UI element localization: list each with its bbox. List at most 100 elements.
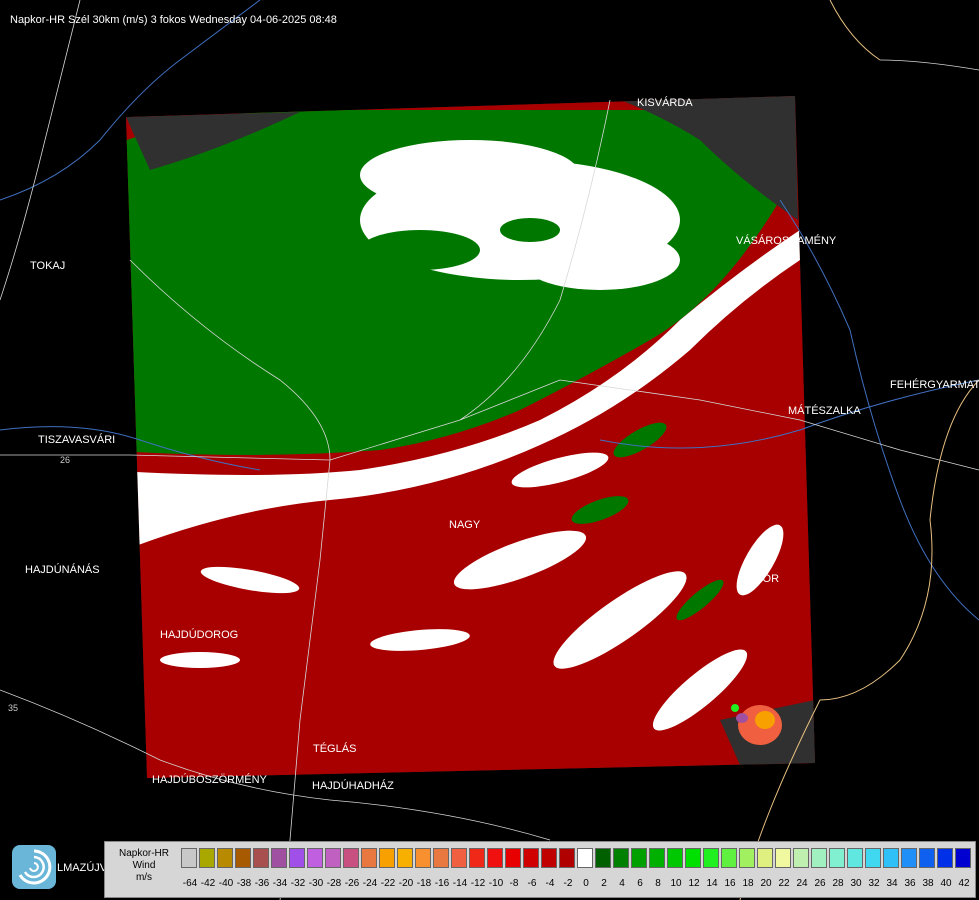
legend-swatch <box>559 848 575 868</box>
legend-tick-label: -40 <box>218 878 234 889</box>
city-label-fehergyarmat: FEHÉRGYARMAT <box>890 379 979 391</box>
legend-swatch <box>703 848 719 868</box>
legend-tick-label: -22 <box>380 878 396 889</box>
legend-swatch <box>865 848 881 868</box>
road-number-35: 35 <box>8 703 19 713</box>
road-number-26: 26 <box>60 455 71 465</box>
legend-tick-label: 0 <box>583 878 589 889</box>
legend-tick-label: -10 <box>488 878 504 889</box>
city-label-mateszalka: MÁTÉSZALKA <box>788 405 861 417</box>
legend-swatch <box>433 848 449 868</box>
legend-swatch <box>793 848 809 868</box>
legend-swatch <box>451 848 467 868</box>
legend-swatch <box>505 848 521 868</box>
legend-tick-label: 26 <box>814 878 826 889</box>
legend-tick-label: -34 <box>272 878 288 889</box>
legend-tick-label: -26 <box>344 878 360 889</box>
legend-swatch <box>937 848 953 868</box>
legend-swatch <box>775 848 791 868</box>
city-label-hajduboszormeny: HAJDÚBÖSZÖRMÉNY <box>152 774 267 786</box>
legend-swatch <box>217 848 233 868</box>
legend-tick-label: -4 <box>545 878 555 889</box>
legend-tick-label: 14 <box>706 878 718 889</box>
legend-swatch <box>415 848 431 868</box>
legend-swatch <box>613 848 629 868</box>
legend-swatch <box>271 848 287 868</box>
legend-tick-label: 38 <box>922 878 934 889</box>
legend-tick-label: -38 <box>236 878 252 889</box>
legend-tick-label: -20 <box>398 878 414 889</box>
city-label-tokaj: TOKAJ <box>30 260 66 272</box>
legend-tick-label: 6 <box>637 878 643 889</box>
legend-tick-label: 8 <box>655 878 661 889</box>
rivers <box>0 0 979 621</box>
legend-swatch <box>883 848 899 868</box>
legend-tick-label: 18 <box>742 878 754 889</box>
legend-swatch <box>919 848 935 868</box>
legend-swatch <box>469 848 485 868</box>
legend-tick-label: -42 <box>200 878 216 889</box>
legend-label-line1: Napkor-HR <box>118 848 169 859</box>
legend-tick-label: -30 <box>308 878 324 889</box>
legend-tick-label: 2 <box>601 878 607 889</box>
legend-tick-label: 4 <box>619 878 625 889</box>
legend-swatch <box>685 848 701 868</box>
city-label-hajduhadhaz: HAJDÚHADHÁZ <box>312 780 394 792</box>
legend-tick-label: 42 <box>958 878 970 889</box>
legend-swatch <box>199 848 215 868</box>
legend-swatch <box>487 848 503 868</box>
legend-label: Napkor-HR Wind m/s <box>109 848 179 884</box>
legend-tick-label: 36 <box>904 878 916 889</box>
legend-swatch <box>757 848 773 868</box>
legend-swatch <box>577 848 593 868</box>
legend-swatch <box>739 848 755 868</box>
legend-swatch <box>955 848 971 868</box>
legend-tick-label: 16 <box>724 878 736 889</box>
legend-label-line2: Wind <box>132 860 156 871</box>
legend-tick-label: 22 <box>778 878 790 889</box>
legend-swatch <box>595 848 611 868</box>
map-title: Napkor-HR Szél 30km (m/s) 3 fokos Wednes… <box>10 14 337 26</box>
legend-swatch <box>307 848 323 868</box>
legend-swatch <box>361 848 377 868</box>
city-label-hajdudorog: HAJDÚDOROG <box>160 629 239 641</box>
legend-tick-label: -36 <box>254 878 270 889</box>
city-label-hajdunanas: HAJDÚNÁNÁS <box>25 564 100 576</box>
legend-tick-label: -16 <box>434 878 450 889</box>
legend-tick-label: -64 <box>182 878 198 889</box>
legend-swatch <box>325 848 341 868</box>
legend-swatch <box>901 848 917 868</box>
legend-swatch <box>397 848 413 868</box>
radar-coverage <box>126 96 815 778</box>
legend-swatch <box>631 848 647 868</box>
color-legend: Napkor-HR Wind m/s -64 -42 -40 -38 -36 -34 -32… <box>104 841 976 898</box>
city-label-tiszavasvari: TISZAVASVÁRI <box>38 434 116 446</box>
legend-tick-label: 12 <box>688 878 700 889</box>
legend-tick-label: -2 <box>563 878 573 889</box>
legend-swatch <box>649 848 665 868</box>
legend-swatch <box>667 848 683 868</box>
legend-tick-label: 28 <box>832 878 844 889</box>
legend-tick-label: -8 <box>509 878 519 889</box>
legend-swatch <box>811 848 827 868</box>
legend-swatch <box>343 848 359 868</box>
legend-tick-label: -24 <box>362 878 378 889</box>
legend-ticks: -64 -42 -40 -38 -36 -34 -32 -30 -28 -26 -24 -22 -20-… <box>181 878 973 892</box>
legend-tick-label: -14 <box>452 878 468 889</box>
legend-tick-label: 24 <box>796 878 808 889</box>
city-label-nyirbator: TOR <box>756 573 780 585</box>
city-label-teglas: TÉGLÁS <box>313 743 357 755</box>
legend-tick-label: 30 <box>850 878 862 889</box>
legend-tick-label: 34 <box>886 878 898 889</box>
legend-swatch <box>181 848 197 868</box>
legend-tick-label: 32 <box>868 878 880 889</box>
legend-tick-label: 40 <box>940 878 952 889</box>
legend-swatch <box>289 848 305 868</box>
legend-tick-label: -6 <box>527 878 537 889</box>
legend-swatch <box>523 848 539 868</box>
city-label-kisvarda: KISVÁRDA <box>637 97 693 109</box>
legend-tick-label: -18 <box>416 878 432 889</box>
logo-icon <box>12 845 56 889</box>
legend-tick-label: -28 <box>326 878 342 889</box>
